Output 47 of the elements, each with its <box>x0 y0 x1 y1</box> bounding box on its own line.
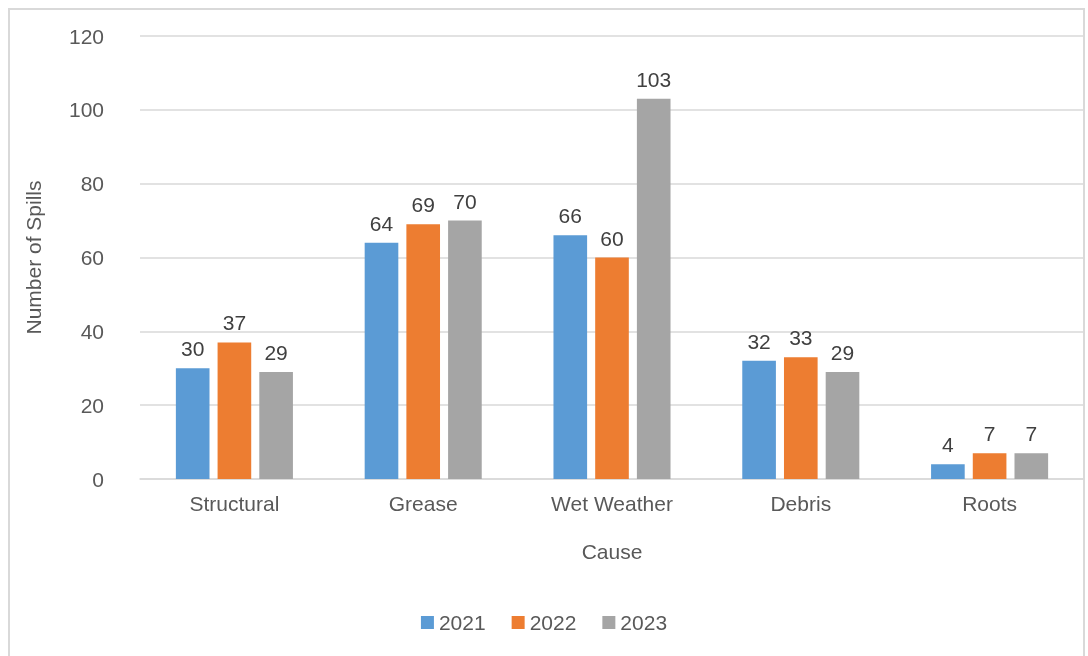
y-tick-label: 120 <box>68 24 104 48</box>
y-tick-label: 80 <box>80 172 104 196</box>
legend-label: 2021 <box>438 611 486 634</box>
bar <box>825 371 860 479</box>
data-label: 66 <box>558 204 582 228</box>
y-tick-label: 40 <box>80 319 104 343</box>
data-label: 7 <box>983 422 996 446</box>
y-axis-title: Number of Spills <box>22 180 45 335</box>
legend-label: 2023 <box>620 611 668 634</box>
x-tick-label: Roots <box>962 492 1018 515</box>
x-tick-label: Grease <box>388 492 458 515</box>
data-label: 64 <box>369 211 394 235</box>
bar <box>364 242 399 479</box>
y-tick-label: 100 <box>68 98 104 122</box>
bar <box>783 357 818 479</box>
bar <box>931 464 965 479</box>
legend-label: 2022 <box>529 611 577 634</box>
bar <box>217 342 252 479</box>
data-label: 37 <box>222 311 247 335</box>
data-label: 33 <box>789 326 813 350</box>
data-label: 29 <box>264 340 288 364</box>
data-label: 30 <box>181 337 205 361</box>
data-label: 29 <box>830 340 855 364</box>
data-label: 70 <box>453 189 477 213</box>
bar <box>636 98 671 479</box>
x-tick-label: Structural <box>189 492 280 515</box>
y-tick-label: 20 <box>80 393 104 417</box>
bar <box>175 368 210 479</box>
x-tick-label: Wet Weather <box>551 492 673 515</box>
y-tick-label: 60 <box>80 246 104 269</box>
bar <box>553 235 588 479</box>
data-label: 4 <box>942 433 955 457</box>
bar <box>595 257 629 479</box>
bar <box>448 220 482 479</box>
bar <box>972 453 1007 479</box>
bar <box>1014 453 1049 479</box>
data-label: 60 <box>600 226 624 250</box>
data-label: 103 <box>636 67 672 91</box>
data-label: 32 <box>747 329 771 353</box>
bar <box>406 224 441 479</box>
data-label: 69 <box>411 193 435 217</box>
x-tick-label: Debris <box>770 492 832 515</box>
bar <box>259 371 293 479</box>
data-label: 7 <box>1025 422 1038 446</box>
x-axis-title: Cause <box>581 540 643 563</box>
bar <box>742 360 776 479</box>
y-tick-label: 0 <box>92 467 104 491</box>
